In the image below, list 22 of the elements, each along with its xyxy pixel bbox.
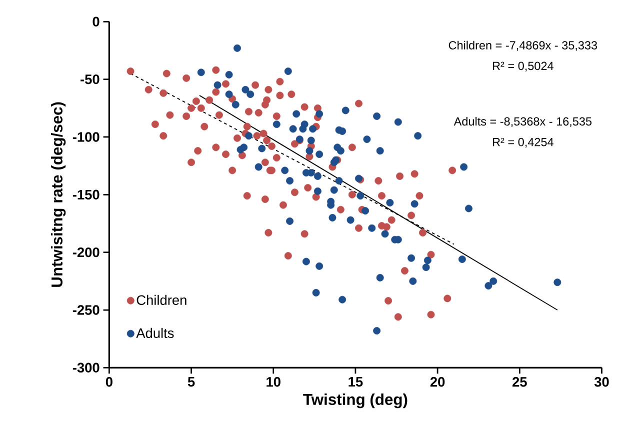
y-tick-label: -150: [72, 190, 100, 200]
y-tick-label: -50: [80, 74, 100, 84]
x-tick-label: 15: [348, 377, 363, 387]
y-tick-label: 0: [92, 16, 100, 27]
x-tick-label: 25: [512, 377, 527, 387]
y-tick-label: -100: [72, 132, 100, 142]
x-tick-label: 20: [430, 377, 445, 387]
annotation: Children = -7,4869x - 35,333: [448, 41, 598, 52]
y-axis-title: Untwisitng rate (deg/sec): [50, 102, 66, 288]
x-tick-label: 30: [594, 377, 609, 387]
x-axis-title: Twisting (deg): [303, 394, 408, 408]
legend-label: Adults: [136, 328, 174, 338]
y-tick-label: -300: [72, 363, 100, 373]
x-tick-label: 10: [266, 377, 280, 387]
y-tick-label: -250: [72, 305, 100, 316]
annotation: R² = 0,4254: [493, 138, 554, 148]
x-tick-label: 0: [106, 377, 112, 387]
annotation: R² = 0,5024: [493, 62, 554, 72]
y-tick-label: -200: [72, 248, 100, 258]
legend-label: Children: [136, 295, 186, 306]
annotation: Adults = -8,5368x - 16,535: [454, 117, 592, 128]
x-tick-label: 5: [188, 377, 195, 387]
